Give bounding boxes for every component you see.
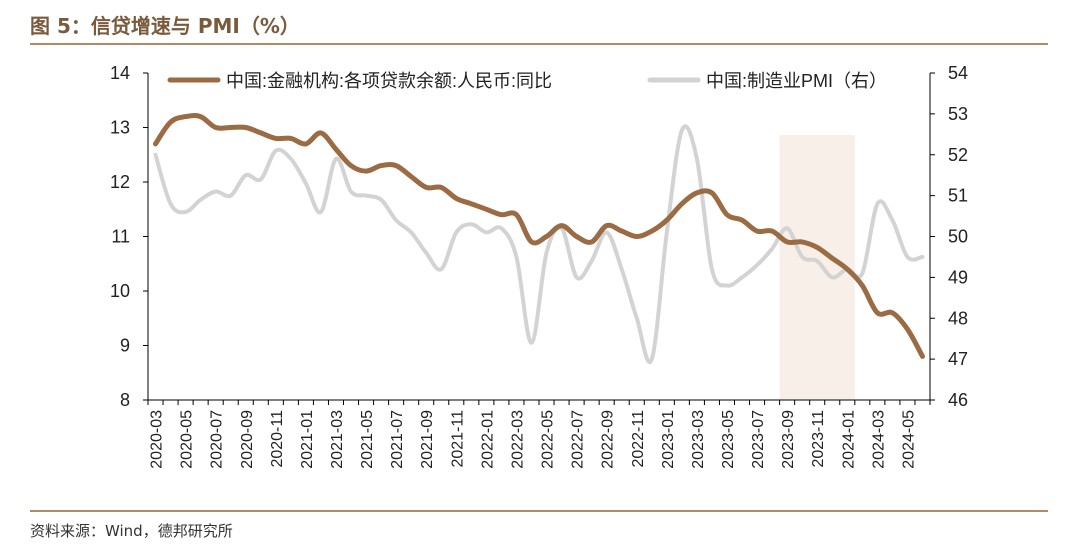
top-divider [30, 43, 1048, 45]
right-tick-label: 48 [948, 308, 968, 328]
credit-pmi-chart: 8 9 10 11 12 13 14 46 47 48 49 50 51 52 53 54 2020-03 202… [110, 63, 968, 469]
right-tick-label: 50 [948, 227, 968, 247]
x-tick-label: 2021-03 [329, 410, 346, 469]
x-tick-label: 2021-01 [299, 410, 316, 469]
x-tick-label: 2023-05 [720, 410, 737, 469]
right-tick-label: 52 [948, 145, 968, 165]
x-tick-label: 2023-07 [750, 410, 767, 469]
x-tick-label: 2023-11 [810, 410, 827, 468]
legend: 中国:金融机构:各项贷款余额:人民币:同比 中国:制造业PMI（右） [167, 71, 887, 91]
left-tick-label: 9 [120, 336, 130, 356]
x-tick-label: 2021-07 [389, 410, 406, 469]
axes-layer: 8 9 10 11 12 13 14 46 47 48 49 50 51 52 53 54 2020-03 202… [110, 63, 968, 469]
right-tick-label: 53 [948, 104, 968, 124]
right-tick-label: 47 [948, 349, 968, 369]
left-tick-label: 14 [110, 63, 130, 83]
x-tick-label: 2022-05 [540, 410, 557, 469]
pmi-series-line [153, 124, 925, 364]
x-tick-label: 2021-11 [449, 410, 466, 468]
legend-label-loan: 中国:金融机构:各项贷款余额:人民币:同比 [226, 71, 552, 91]
left-tick-label: 12 [110, 172, 130, 192]
x-tick-label: 2023-01 [660, 410, 677, 469]
loan-series-line [153, 113, 925, 359]
x-tick-label: 2024-01 [840, 410, 857, 469]
x-tick-label: 2022-01 [479, 410, 496, 469]
x-tick-label: 2020-05 [179, 410, 196, 469]
x-tick-label: 2021-09 [419, 410, 436, 469]
x-tick-label: 2021-05 [359, 410, 376, 469]
x-tick-label: 2020-07 [209, 410, 226, 469]
x-tick-label: 2020-03 [149, 410, 166, 469]
left-tick-label: 8 [120, 390, 130, 410]
x-tick-label: 2024-05 [900, 410, 917, 469]
x-tick-label: 2020-11 [269, 410, 286, 468]
x-tick-label: 2022-07 [570, 410, 587, 469]
x-tick-label: 2023-03 [690, 410, 707, 469]
x-tick-label: 2020-09 [239, 410, 256, 469]
source-note: 资料来源：Wind，德邦研究所 [30, 522, 233, 540]
left-tick-label: 11 [111, 227, 130, 247]
x-tick-label: 2023-09 [780, 410, 797, 469]
left-tick-label: 10 [110, 281, 130, 301]
x-tick-label: 2024-03 [870, 410, 887, 469]
x-tick-label: 2022-11 [630, 410, 647, 468]
right-tick-label: 49 [948, 267, 968, 287]
right-tick-label: 51 [948, 186, 968, 206]
legend-label-pmi: 中国:制造业PMI（右） [706, 71, 887, 91]
series-layer [153, 113, 925, 364]
figure-title: 图 5：信贷增速与 PMI（%） [30, 14, 300, 38]
right-tick-label: 54 [948, 63, 968, 83]
left-tick-label: 13 [110, 118, 130, 138]
x-tick-label: 2022-09 [600, 410, 617, 469]
right-tick-label: 46 [948, 390, 968, 410]
x-tick-label: 2022-03 [509, 410, 526, 469]
bottom-divider [30, 510, 1048, 512]
